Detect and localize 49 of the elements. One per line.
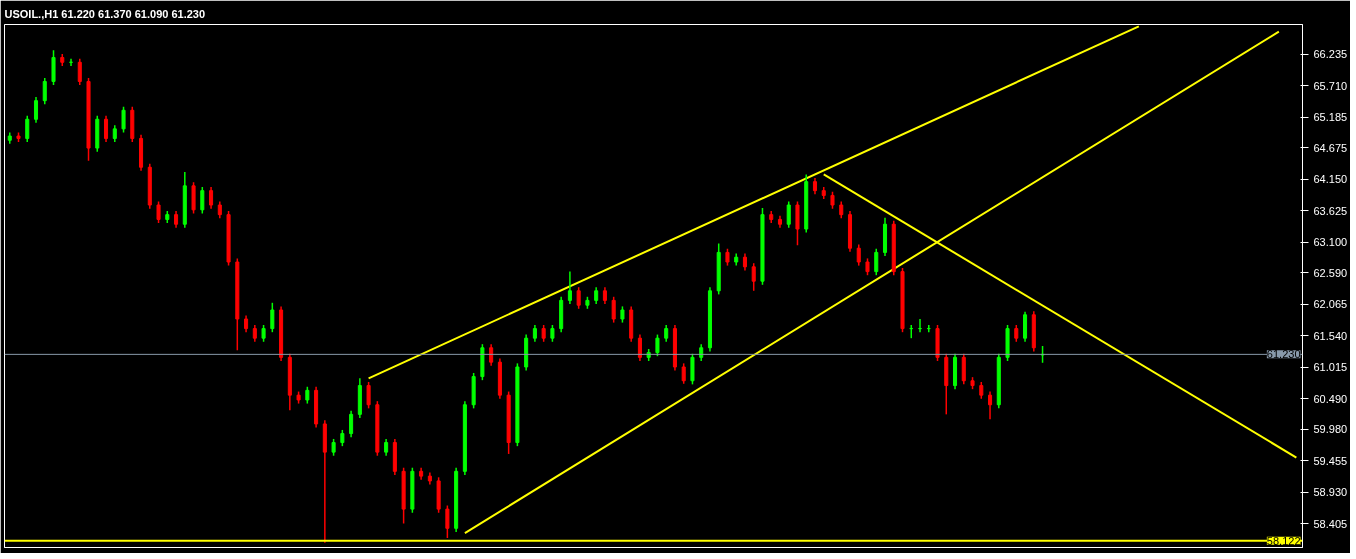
candlestick bbox=[209, 186, 214, 210]
candlestick bbox=[1023, 311, 1028, 343]
y-tick-label: 64.675 bbox=[1313, 141, 1348, 154]
candlestick bbox=[349, 410, 354, 438]
y-tick-label: 66.235 bbox=[1313, 48, 1348, 61]
y-tick-label: 64.150 bbox=[1313, 173, 1348, 186]
candlestick bbox=[567, 270, 572, 305]
y-tick-label: 59.980 bbox=[1313, 423, 1348, 436]
y-tick-label: 61.540 bbox=[1313, 329, 1348, 342]
chart-title: USOIL.,H1 61.220 61.370 61.090 61.230 bbox=[4, 7, 206, 20]
candlestick bbox=[795, 200, 800, 246]
y-tick-label: 58.930 bbox=[1313, 486, 1348, 499]
candlestick bbox=[611, 296, 616, 324]
candlestick bbox=[445, 504, 450, 539]
candlestick bbox=[270, 302, 275, 333]
ref-line-label: 58.122 bbox=[1266, 534, 1301, 547]
candlestick bbox=[751, 262, 756, 292]
candlestick bbox=[156, 200, 161, 224]
candlestick bbox=[42, 77, 47, 106]
candlestick bbox=[51, 49, 56, 86]
y-tick-label: 63.100 bbox=[1313, 236, 1348, 249]
candlestick bbox=[681, 362, 686, 385]
y-tick-label: 62.590 bbox=[1313, 266, 1348, 279]
candlestick bbox=[191, 181, 196, 215]
candlestick bbox=[33, 96, 39, 124]
candlestick bbox=[366, 381, 371, 410]
candlestick bbox=[637, 333, 642, 362]
candlestick bbox=[121, 105, 126, 134]
candlestick bbox=[77, 57, 82, 86]
y-tick-label: 62.065 bbox=[1313, 298, 1348, 311]
candlestick bbox=[988, 390, 993, 420]
y-tick-label: 63.625 bbox=[1313, 204, 1348, 217]
candlestick bbox=[786, 200, 791, 229]
candlestick bbox=[200, 186, 205, 215]
candlestick bbox=[576, 286, 581, 310]
y-tick-label: 58.405 bbox=[1313, 517, 1348, 530]
candlestick bbox=[856, 243, 861, 267]
candlestick bbox=[655, 333, 660, 357]
candlestick bbox=[104, 114, 109, 143]
candlestick bbox=[690, 353, 695, 386]
candlestick bbox=[874, 248, 879, 276]
y-tick-label: 65.710 bbox=[1313, 79, 1348, 92]
y-tick-label: 65.185 bbox=[1313, 111, 1348, 124]
ref-line-label: 61.230 bbox=[1266, 348, 1301, 361]
y-tick-label: 61.015 bbox=[1313, 361, 1348, 374]
y-tick-label: 59.455 bbox=[1313, 454, 1348, 467]
y-tick-label: 60.490 bbox=[1313, 392, 1348, 405]
candlestick bbox=[961, 353, 966, 386]
candlestick bbox=[25, 114, 30, 143]
